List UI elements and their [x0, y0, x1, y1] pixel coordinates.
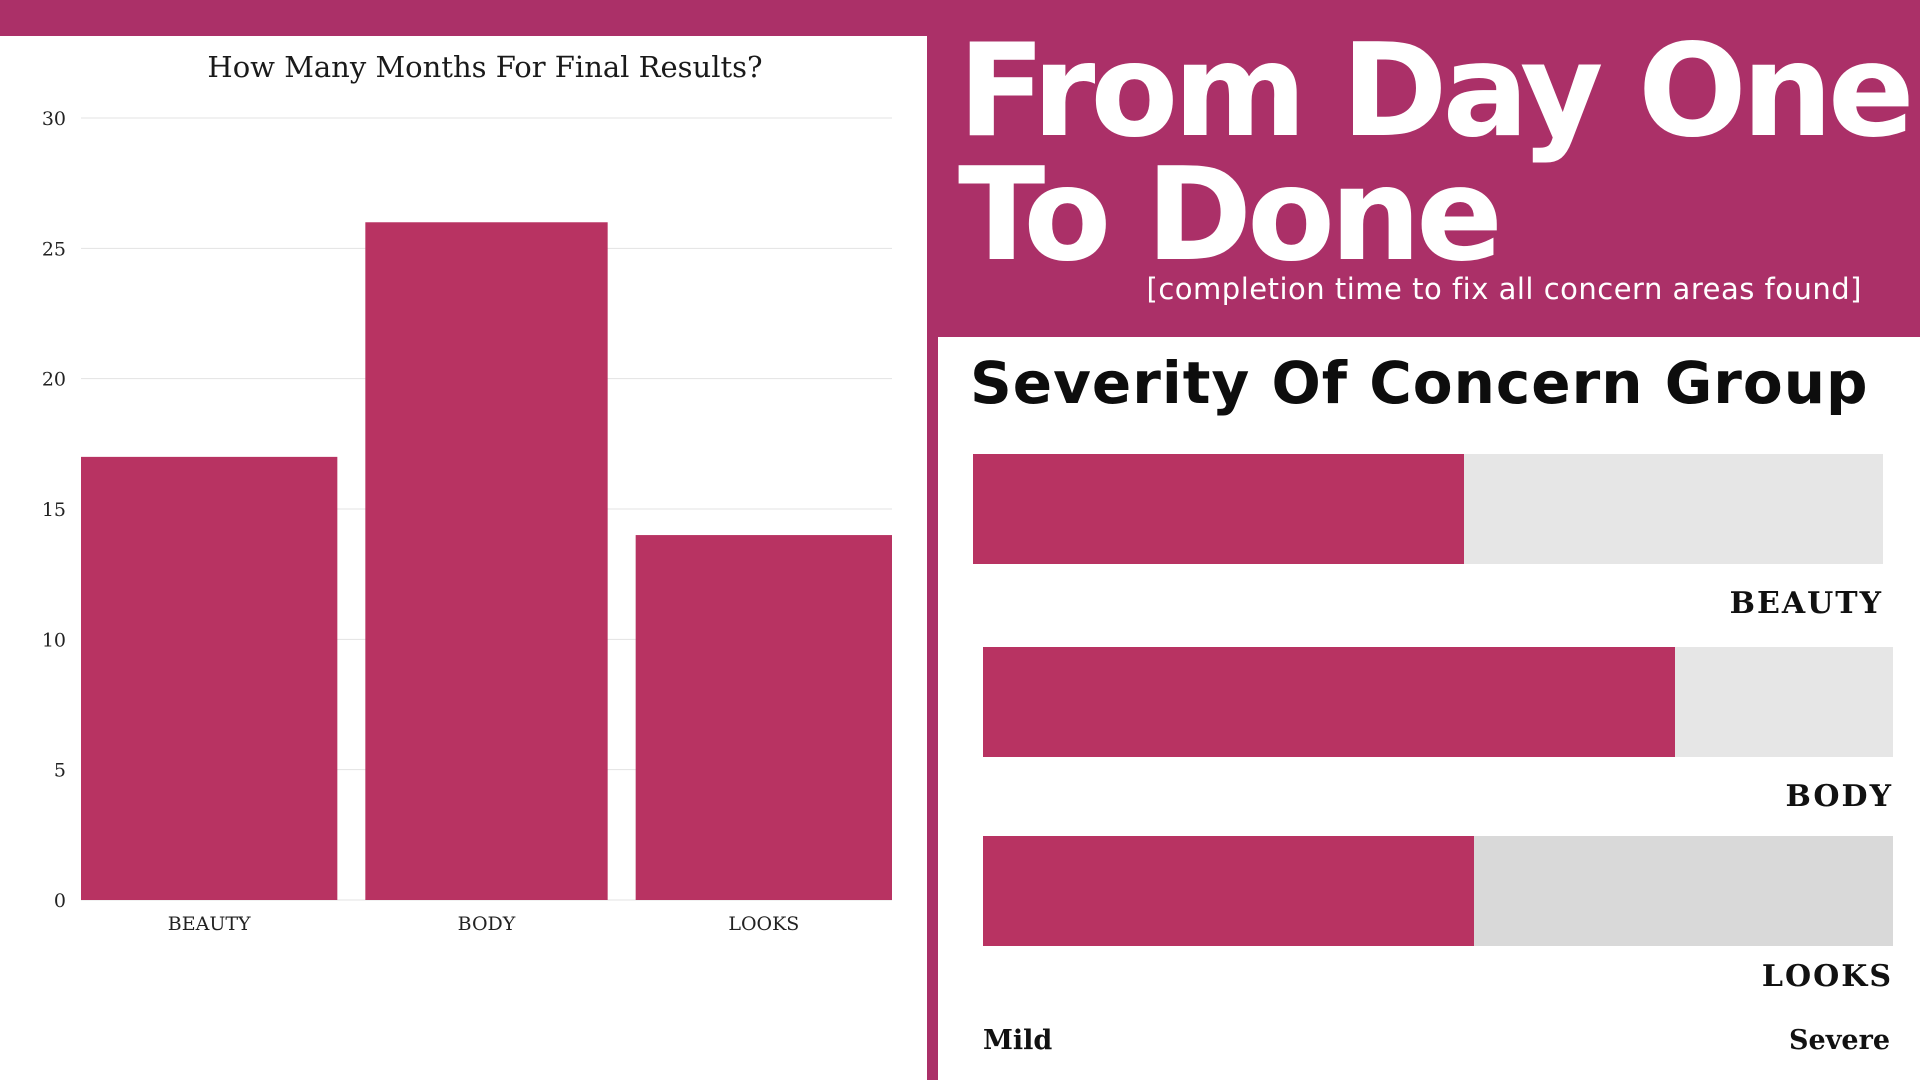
bar-body	[365, 222, 608, 900]
y-tick-label: 25	[42, 238, 66, 260]
severity-title: Severity Of Concern Group	[970, 349, 1869, 417]
severity-track	[973, 454, 1883, 564]
y-tick-label: 30	[42, 108, 66, 130]
headline-subtitle: [completion time to fix all concern area…	[1146, 272, 1862, 306]
y-tick-label: 0	[54, 890, 66, 912]
severity-panel: Severity Of Concern Group BEAUTY BODY LO…	[938, 337, 1920, 1080]
severity-row-beauty: BEAUTY	[973, 454, 1883, 624]
y-tick-label: 15	[42, 499, 66, 521]
x-tick-label: LOOKS	[728, 913, 799, 935]
severity-label: LOOKS	[1761, 959, 1893, 994]
scale-max-label: Severe	[1789, 1025, 1890, 1056]
severity-track	[983, 647, 1893, 757]
severity-track	[983, 836, 1893, 946]
bar-beauty	[81, 456, 338, 900]
y-tick-label: 5	[54, 760, 66, 782]
headline-line-1: From Day One	[958, 17, 1915, 166]
y-tick-label: 10	[42, 629, 66, 651]
severity-fill	[983, 836, 1475, 946]
x-tick-label: BEAUTY	[168, 913, 251, 935]
bar-chart-panel: How Many Months For Final Results? 0 5 10 1…	[0, 36, 927, 1080]
severity-fill	[973, 454, 1465, 564]
severity-label: BEAUTY	[1729, 586, 1883, 621]
bar-looks	[635, 535, 892, 900]
y-tick-label: 20	[42, 369, 66, 391]
severity-label: BODY	[1785, 779, 1893, 814]
headline: From Day One To Done	[958, 17, 1915, 290]
scale-min-label: Mild	[983, 1025, 1053, 1056]
bar-chart: 0 5 10 15 20 25 30 BEAUTY BODY LOOKS	[42, 108, 892, 935]
headline-line-2: To Done	[958, 141, 1503, 290]
severity-row-looks: LOOKS	[983, 836, 1893, 1006]
severity-row-body: BODY	[983, 647, 1893, 817]
severity-fill	[983, 647, 1675, 757]
x-tick-label: BODY	[458, 913, 516, 935]
chart-title: How Many Months For Final Results?	[207, 50, 763, 84]
